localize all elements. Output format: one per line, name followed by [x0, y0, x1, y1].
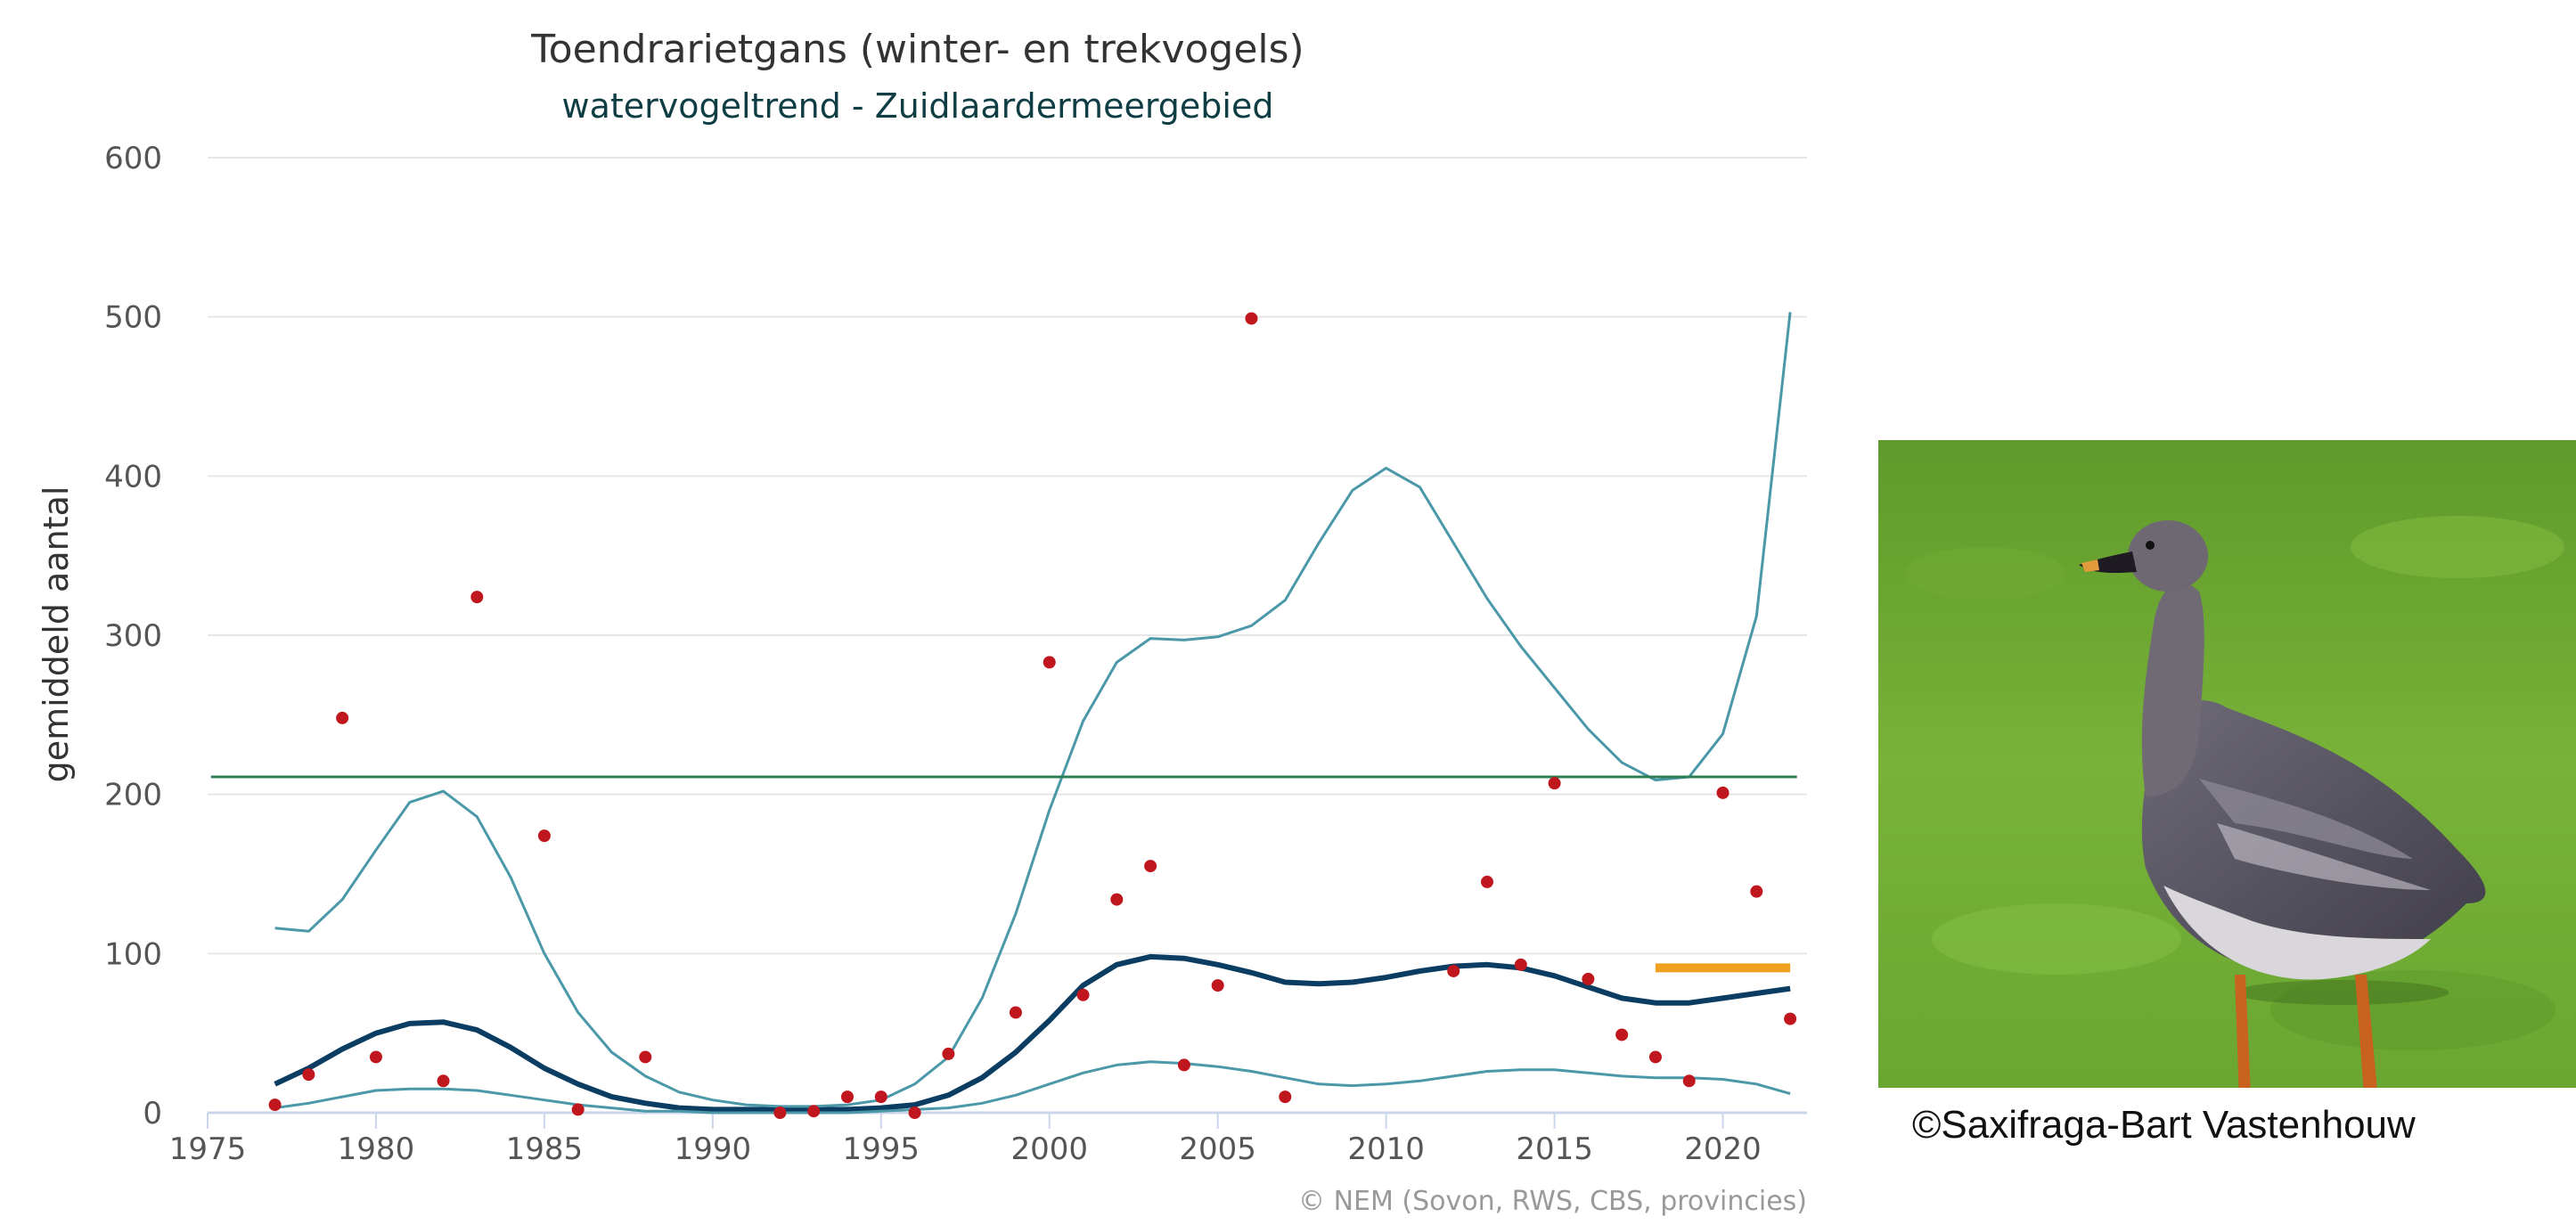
x-tick-label-2020: 2020 [1684, 1131, 1762, 1167]
x-tick-label-2015: 2015 [1516, 1131, 1593, 1167]
goose-photo [1878, 440, 2576, 1088]
x-tick-label-1990: 1990 [675, 1131, 752, 1167]
data-point-1999 [1009, 1006, 1022, 1019]
data-point-2014 [1514, 958, 1527, 971]
x-tick-label-2000: 2000 [1010, 1131, 1088, 1167]
x-axis [207, 1111, 1807, 1129]
data-point-2013 [1481, 875, 1493, 888]
data-points [268, 312, 1797, 1119]
data-point-1996 [908, 1107, 921, 1119]
data-point-1978 [302, 1068, 315, 1082]
data-point-1980 [369, 1050, 382, 1064]
x-tick-label-1995: 1995 [843, 1131, 920, 1167]
data-point-1992 [773, 1107, 787, 1119]
y-tick-label-400: 400 [104, 459, 162, 494]
photo-credit: ©Saxifraga-Bart Vastenhouw [1912, 1103, 2416, 1147]
data-point-2022 [1784, 1012, 1797, 1025]
y-axis-label: gemiddeld aantal [37, 486, 76, 783]
series-line-bovengrens [274, 312, 1792, 1108]
data-point-2019 [1682, 1074, 1696, 1088]
data-point-1983 [470, 591, 484, 604]
data-point-1993 [807, 1105, 821, 1118]
data-point-2001 [1076, 988, 1090, 1001]
data-point-2018 [1648, 1050, 1662, 1064]
x-tick-label-1975: 1975 [169, 1131, 247, 1167]
data-point-2007 [1279, 1090, 1292, 1104]
data-point-1997 [942, 1047, 955, 1060]
data-point-1979 [336, 711, 349, 724]
data-point-2005 [1211, 979, 1224, 992]
data-point-2017 [1615, 1028, 1629, 1041]
data-point-1988 [639, 1050, 652, 1064]
data-point-2000 [1043, 656, 1056, 669]
grid-layer [208, 157, 1807, 955]
y-tick-label-0: 0 [143, 1096, 162, 1131]
chart-title: Toendrarietgans (winter- en trekvogels) [530, 27, 1304, 72]
data-point-2020 [1716, 786, 1730, 799]
tick-labels: 0 100 200 300 400 500 600 1975 1980 1985 1990 1995 2… [104, 141, 1762, 1167]
chart-subtitle: watervogeltrend - Zuidlaardermeergebied [562, 86, 1274, 126]
data-point-1995 [874, 1090, 887, 1104]
data-point-1986 [571, 1103, 585, 1116]
chart-credits: © NEM (Sovon, RWS, CBS, provincies) [1298, 1186, 1807, 1217]
y-tick-label-100: 100 [104, 936, 162, 972]
data-point-2003 [1144, 860, 1157, 873]
data-point-1977 [268, 1098, 282, 1112]
y-tick-label-200: 200 [104, 778, 162, 813]
data-point-1982 [437, 1074, 450, 1088]
data-point-2021 [1750, 885, 1763, 898]
x-tick-label-2010: 2010 [1347, 1131, 1425, 1167]
y-tick-label-500: 500 [104, 300, 162, 336]
data-point-1985 [537, 829, 551, 843]
series-layer [210, 312, 1797, 1115]
data-point-2016 [1582, 972, 1595, 985]
data-point-2004 [1177, 1058, 1190, 1072]
y-tick-label-600: 600 [104, 141, 162, 176]
data-point-2002 [1110, 893, 1124, 906]
series-line-index [274, 953, 1791, 1113]
x-tick-label-2005: 2005 [1179, 1131, 1256, 1167]
data-point-2012 [1447, 964, 1460, 977]
data-point-2015 [1548, 777, 1561, 790]
goose-figure [2079, 520, 2486, 1088]
y-tick-label-300: 300 [104, 618, 162, 654]
x-tick-label-1985: 1985 [506, 1131, 584, 1167]
data-point-1994 [841, 1090, 854, 1104]
trend-chart: Toendrarietgans (winter- en trekvogels) … [37, 27, 1807, 1217]
series-line-ondergrens [274, 1060, 1791, 1115]
data-point-2006 [1245, 312, 1258, 325]
x-tick-label-1980: 1980 [338, 1131, 415, 1167]
